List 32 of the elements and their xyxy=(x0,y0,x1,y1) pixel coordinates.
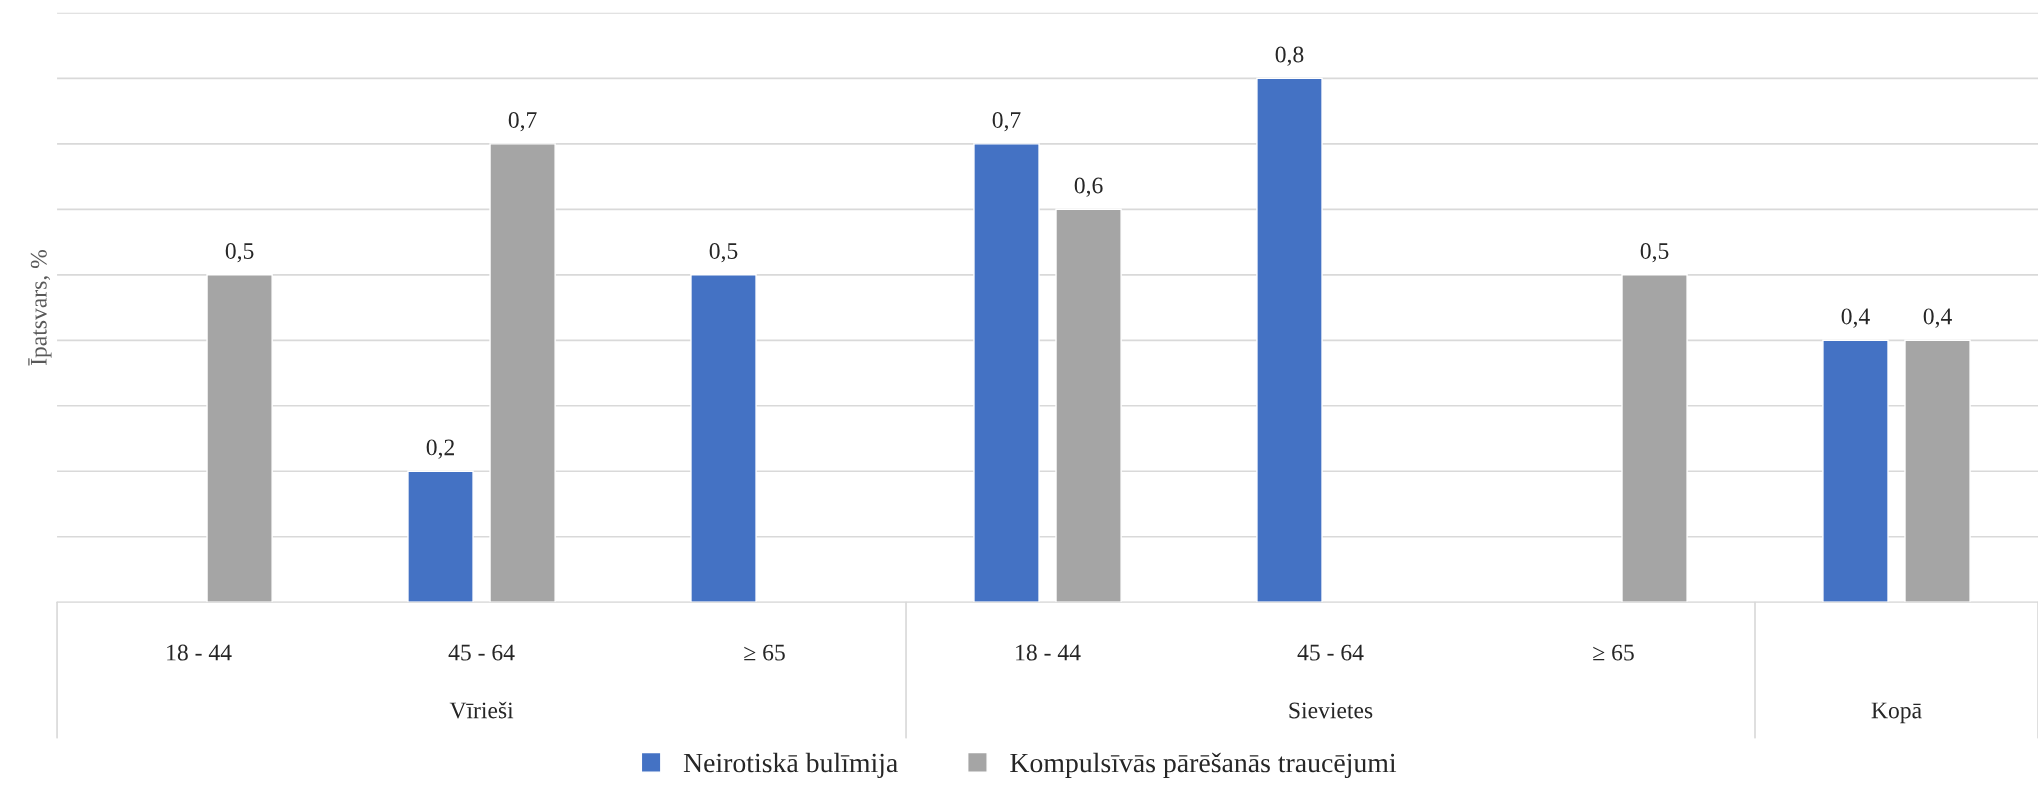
x-tick-label: 18 - 44 xyxy=(167,644,232,661)
bar xyxy=(407,470,474,603)
data-label: 0,7 xyxy=(508,111,537,132)
bar xyxy=(1621,274,1688,603)
x-tick-label: 45 - 64 xyxy=(448,644,515,661)
text: Kopā xyxy=(1871,702,1922,724)
data-label: 0,5 xyxy=(709,242,738,263)
bar xyxy=(206,274,273,603)
x-tick-label: 45 - 64 xyxy=(1297,644,1364,661)
data-label: 0,8 xyxy=(1275,46,1304,66)
text: Vīrieši xyxy=(449,701,514,719)
text: Sievietes xyxy=(1289,702,1373,719)
data-label: 0,4 xyxy=(1841,308,1870,328)
data-label: 0,7 xyxy=(992,111,1021,132)
bar xyxy=(1904,339,1971,603)
bar xyxy=(1256,77,1323,603)
legend-label: Kompulsīvās pārēšanās traucējumi xyxy=(1010,752,1397,778)
data-label: 0,6 xyxy=(1074,177,1103,197)
bar xyxy=(1055,208,1122,603)
legend-label: Neirotiskā bulīmija xyxy=(683,752,898,778)
x-tick-label: 18 - 44 xyxy=(1016,644,1081,661)
bar xyxy=(973,143,1040,603)
bar xyxy=(690,274,757,603)
x-tick-label: ≥ 65 xyxy=(1593,644,1634,661)
data-label: 0,5 xyxy=(225,242,254,263)
y-axis-title: Īpatsvars, % xyxy=(28,250,52,366)
data-label: 0,4 xyxy=(1923,308,1952,328)
x-tick-label: ≥ 65 xyxy=(744,644,785,661)
data-label: 0,5 xyxy=(1640,242,1669,263)
bar xyxy=(1822,339,1889,603)
data-label: 0,2 xyxy=(426,439,454,459)
bar xyxy=(489,143,556,603)
